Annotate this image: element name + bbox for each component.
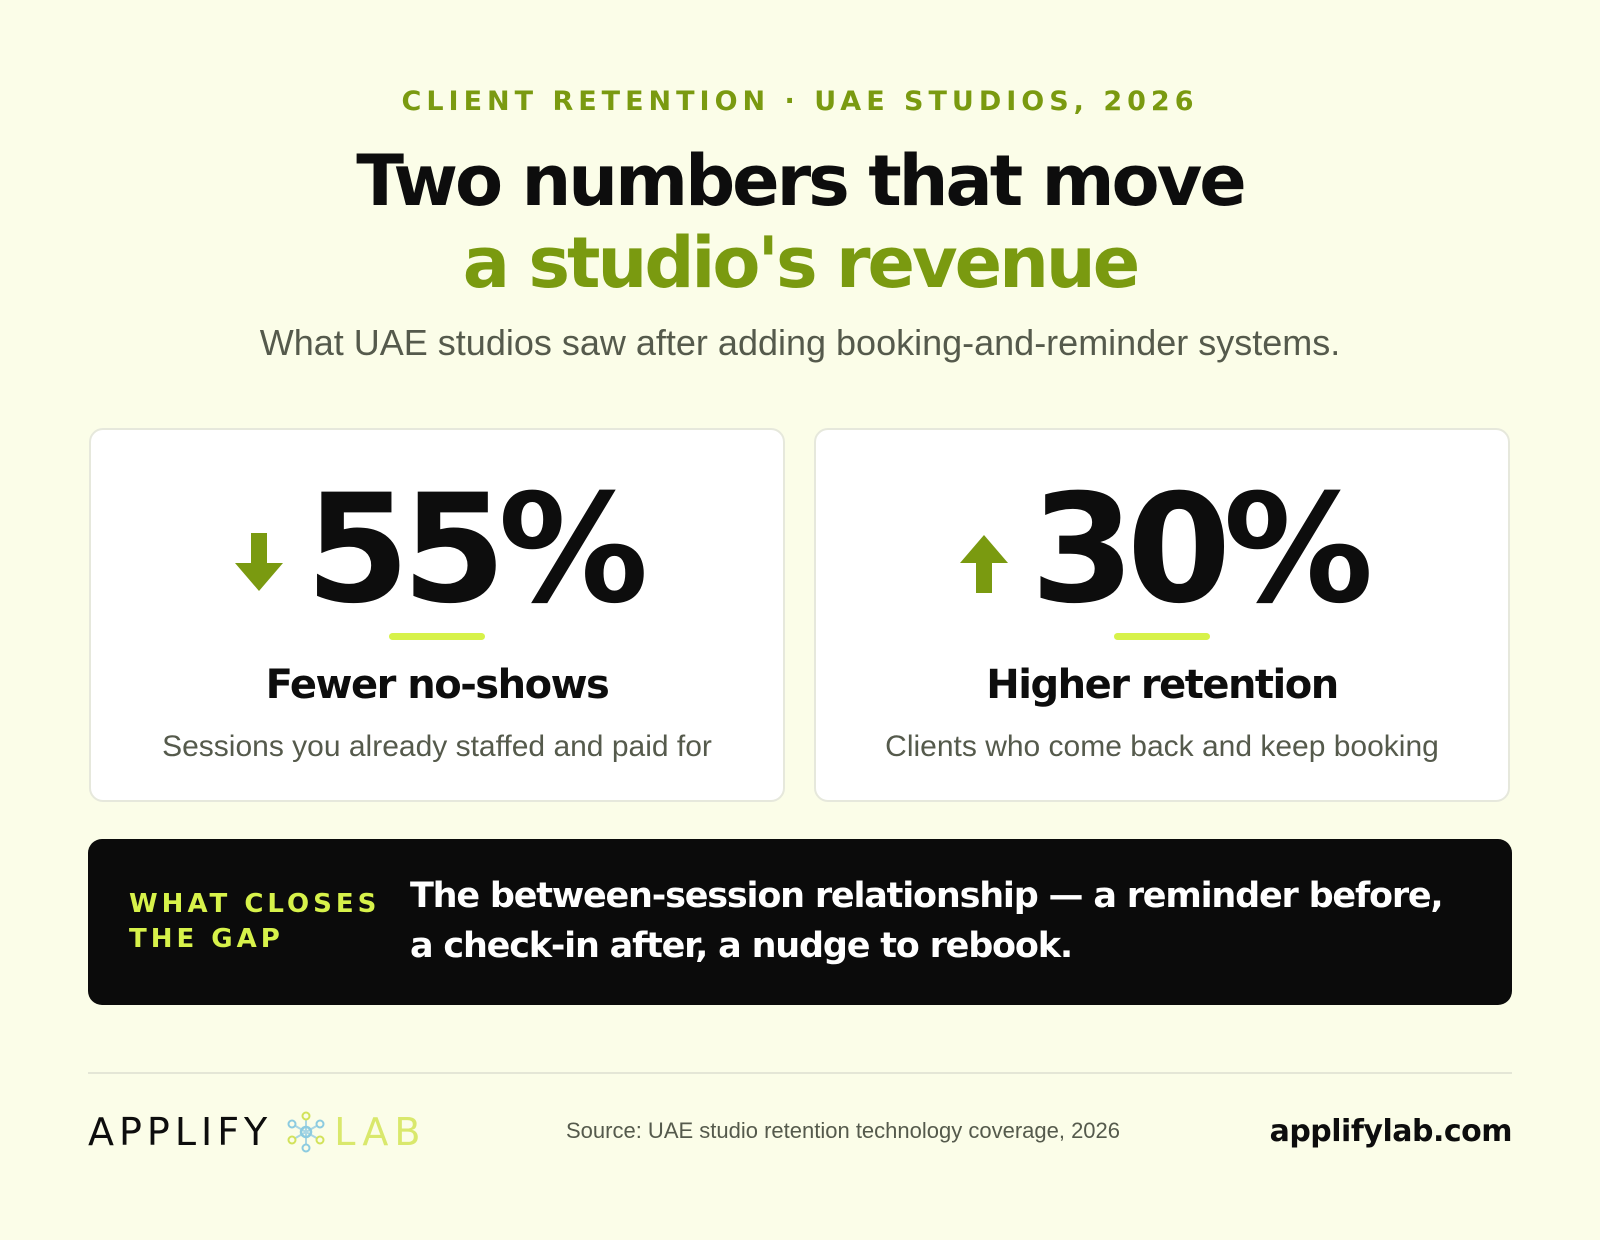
banner-label: WHAT CLOSES THE GAP: [129, 889, 381, 954]
stat-value: 30%: [1030, 463, 1373, 637]
accent-bar: [389, 633, 485, 640]
footer: APPLIFY LAB Source: UAE studio retention…: [88, 1102, 1513, 1162]
page-title: Two numbers that move a studio's revenue: [0, 140, 1600, 304]
brand-wordmark-applify: APPLIFY: [88, 1110, 273, 1154]
brand-wordmark-lab: LAB: [334, 1110, 427, 1154]
stat-row: 55%: [91, 470, 783, 630]
stat-description: Clients who come back and keep booking: [885, 730, 1439, 763]
subtitle: What UAE studios saw after adding bookin…: [259, 322, 1341, 363]
arrow-up-icon: [960, 535, 1009, 593]
website-link[interactable]: applifylab.com: [1269, 1114, 1513, 1149]
stat-card-retention: 30% Higher retention Clients who come ba…: [814, 428, 1510, 802]
arrow-down-icon: [235, 533, 284, 591]
stat-label: Fewer no-shows: [265, 662, 610, 708]
accent-bar: [1114, 633, 1210, 640]
source-note: Source: UAE studio retention technology …: [566, 1118, 1121, 1143]
stat-value: 55%: [305, 463, 648, 637]
title-line-1: Two numbers that move: [356, 140, 1246, 222]
molecule-logo-icon: [287, 1111, 325, 1153]
stat-row: 30%: [816, 470, 1508, 630]
eyebrow: CLIENT RETENTION · UAE STUDIOS, 2026: [401, 86, 1199, 117]
callout-banner: WHAT CLOSES THE GAP The between-session …: [88, 839, 1512, 1005]
footer-divider: [88, 1072, 1512, 1074]
stat-label: Higher retention: [986, 662, 1339, 708]
title-line-2: a studio's revenue: [462, 222, 1140, 304]
banner-text: The between-session relationship — a rem…: [410, 876, 1444, 966]
stat-card-no-shows: 55% Fewer no-shows Sessions you already …: [89, 428, 785, 802]
brand-logo: APPLIFY LAB: [88, 1110, 426, 1154]
stat-description: Sessions you already staffed and paid fo…: [162, 730, 712, 763]
